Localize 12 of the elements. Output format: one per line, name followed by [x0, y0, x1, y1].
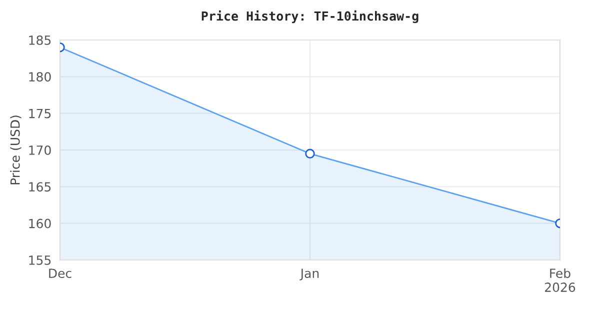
y-tick-label: 185	[29, 35, 51, 45]
chart-title: Price History: TF-10inchsaw-g	[202, 10, 418, 24]
y-tick-label: 175	[29, 108, 51, 118]
x-tick-label: Dec	[49, 268, 72, 278]
x-tick-label: Jan	[300, 268, 319, 280]
y-tick-label: 165	[29, 182, 51, 192]
y-tick-label: 170	[29, 145, 51, 155]
y-tick-label: 155	[29, 256, 51, 265]
y-axis-title: Price (USD)	[10, 116, 22, 184]
x-tick-label: Feb 2026	[544, 268, 576, 292]
y-tick-label: 180	[29, 72, 51, 82]
y-tick-label: 160	[29, 218, 51, 228]
